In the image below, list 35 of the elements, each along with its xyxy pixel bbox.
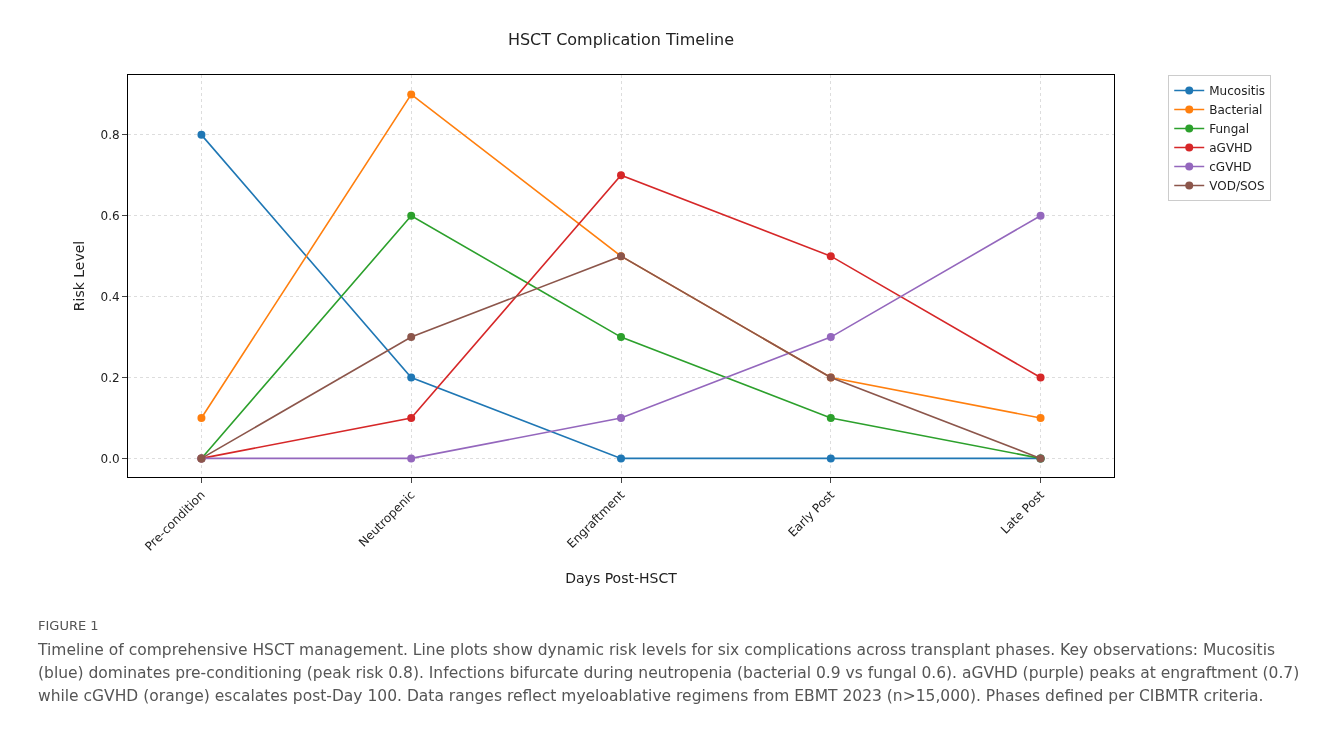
point <box>826 333 835 342</box>
legend-label: Mucositis <box>1209 84 1266 99</box>
point <box>826 454 835 463</box>
chart-title: HSCT Complication Timeline <box>507 29 735 49</box>
y-tick-label: 0.0 <box>100 451 120 466</box>
y-tick-label: 0.4 <box>100 289 120 304</box>
y-tick-label: 0.8 <box>100 128 120 143</box>
y-axis-title: Risk Level <box>71 240 88 312</box>
point <box>407 333 416 342</box>
point <box>407 454 416 463</box>
text: Timeline of comprehensive HSCT management. Line plots show dynamic risk levels for six complications across transplant phases. Key observations: Mucositis (blue) dominates pre-conditioning (peak risk 0.8). Infections bifurcate during neutropenia (bacterial 0.9 vs fungal 0.6). aGVHD (purple) peaks at engraftment (0.7) while cGVHD (orange) escalates post-Day 100. Data ranges reflect myeloablative regimens from EBMT 2023 (n>15,000). Phases defined per CIBMTR criteria. <box>38 640 1301 707</box>
point <box>1036 413 1045 422</box>
point <box>617 413 625 422</box>
legend-label: VOD/SOS <box>1209 179 1265 194</box>
point <box>407 90 416 99</box>
point <box>617 333 625 342</box>
point <box>617 454 625 463</box>
point <box>407 413 416 422</box>
x-axis-title: Days Post-HSCT <box>565 569 678 586</box>
legend-label: cGVHD <box>1209 160 1252 175</box>
legend-label: Bacterial <box>1209 103 1263 118</box>
point <box>197 413 206 422</box>
legend-label: Fungal <box>1209 122 1249 137</box>
y-tick-label: 0.6 <box>100 208 120 223</box>
caption: FIGURE 1 <box>38 618 100 633</box>
point <box>407 211 416 220</box>
point <box>407 373 416 382</box>
y-tick-label: 0.2 <box>100 370 120 385</box>
point <box>1036 211 1045 220</box>
point <box>617 171 625 180</box>
point <box>826 413 835 422</box>
legend-label: aGVHD <box>1209 141 1253 156</box>
point <box>1036 373 1045 382</box>
point <box>197 130 206 139</box>
point <box>826 252 835 261</box>
